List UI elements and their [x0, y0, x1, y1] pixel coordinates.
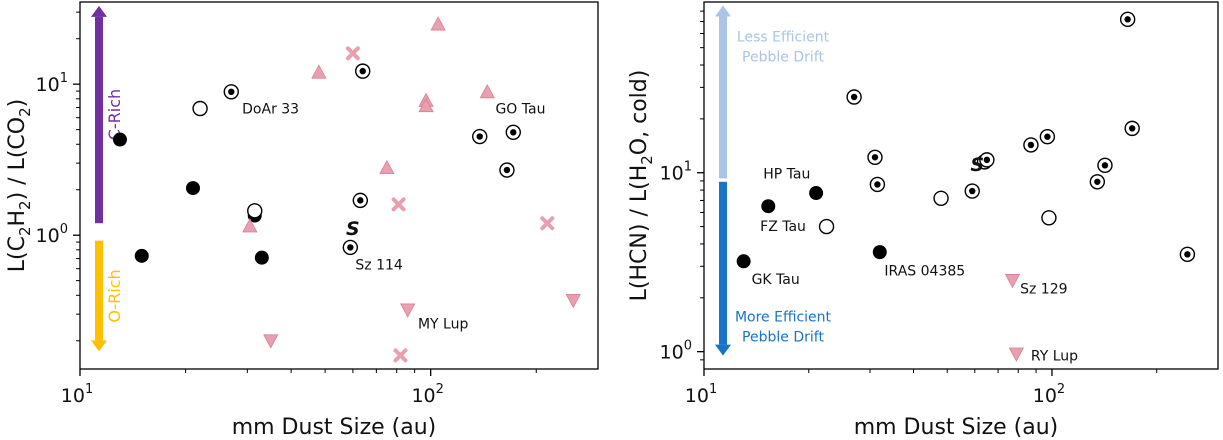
left-panel: 101 102 100 101 mm Dust Size (au) L(C2H2) / L…: [5, 1, 599, 440]
data-point-center-dot: [503, 166, 511, 174]
y-axis-title: L(HCN) / L(H2O, cold): [627, 70, 656, 302]
data-point-filled-circle: [809, 186, 824, 201]
plot-frame: [79, 1, 599, 370]
point-annotation: Sz 129: [1020, 282, 1067, 298]
data-point-triangle-down: [1004, 274, 1021, 289]
arrow-shaft: [95, 16, 103, 224]
data-point-center-dot: [871, 154, 879, 161]
y-tick-label: 101: [660, 160, 692, 185]
data-point-triangle-up: [430, 16, 446, 31]
data-point-triangle-down: [565, 293, 581, 309]
right-panel: 101 102 100 101 mm Dust Size (au) L(HCN) / L(…: [627, 1, 1219, 440]
data-point-x-marker: [540, 216, 555, 231]
point-annotation: MY Lup: [418, 317, 469, 333]
data-point-open-circle: [933, 190, 949, 206]
data-point-x-marker: [345, 46, 360, 61]
data-point-center-dot: [347, 244, 354, 251]
data-point-filled-circle: [761, 199, 776, 214]
data-point-center-dot: [1101, 162, 1109, 169]
data-point-triangle-up: [479, 83, 495, 99]
data-point-open-circle: [818, 218, 835, 235]
point-annotation: HP Tau: [763, 167, 810, 183]
data-point-center-dot: [850, 93, 858, 101]
data-point-filled-circle: [185, 181, 200, 196]
data-point-filled-circle: [872, 245, 887, 260]
data-point-center-dot: [874, 181, 881, 188]
data-point-filled-circle: [736, 254, 751, 269]
point-annotation: DoAr 33: [242, 102, 299, 118]
data-point-center-dot: [510, 129, 517, 136]
x-axis-title: mm Dust Size (au): [232, 415, 437, 440]
point-annotation: IRAS 04385: [884, 263, 965, 279]
point-annotation: GO Tau: [495, 102, 545, 118]
data-point-triangle-down: [263, 334, 279, 349]
point-annotation: GK Tau: [752, 272, 800, 288]
arrow-label: More Efficient: [735, 310, 832, 326]
arrow-shaft: [95, 240, 103, 341]
point-annotation: RY Lup: [1031, 349, 1078, 365]
sun-symbol-marker: S: [346, 218, 360, 240]
data-point-center-dot: [228, 88, 235, 96]
data-point-open-circle: [1041, 210, 1057, 226]
data-point-triangle-down: [1008, 347, 1025, 362]
point-annotation: FZ Tau: [760, 219, 806, 235]
data-point-triangle-up: [311, 64, 327, 79]
data-point-center-dot: [1094, 178, 1101, 185]
y-tick-label: 100: [660, 339, 692, 364]
data-point-triangle-up: [418, 97, 434, 113]
x-tick-label: 101: [685, 382, 717, 407]
data-point-x-marker: [391, 197, 406, 212]
y-tick-label: 101: [36, 71, 68, 96]
data-point-center-dot: [983, 156, 991, 164]
data-point-center-dot: [357, 197, 364, 204]
arrow-label: C-Rich: [105, 89, 124, 140]
data-point-triangle-down: [400, 303, 416, 318]
data-point-filled-circle: [112, 132, 127, 147]
y-tick-label: 100: [36, 222, 68, 247]
data-point-triangle-up: [379, 159, 395, 175]
data-point-center-dot: [969, 187, 976, 195]
data-point-center-dot: [1027, 141, 1035, 149]
data-point-center-dot: [1128, 125, 1136, 132]
data-point-filled-circle: [254, 250, 269, 265]
x-tick-label: 102: [1033, 382, 1065, 407]
arrow-up-head: [715, 5, 731, 17]
point-annotation: Sz 114: [355, 257, 403, 273]
data-point-filled-circle: [134, 248, 149, 263]
data-point-triangle-up: [242, 218, 258, 233]
arrow-label: Pebble Drift: [742, 330, 824, 346]
data-point-center-dot: [1044, 133, 1051, 140]
arrow-label: Pebble Drift: [742, 50, 824, 66]
arrow-up-head: [91, 5, 107, 17]
arrow-label: O-Rich: [105, 269, 124, 322]
sun-symbol-marker: S: [970, 154, 984, 176]
y-axis-title: L(C2H2) / L(CO2): [5, 99, 34, 272]
data-point-center-dot: [1124, 16, 1131, 23]
data-point-center-dot: [476, 133, 483, 140]
arrow-label: Less Efficient: [737, 30, 830, 46]
data-point-x-marker: [393, 348, 408, 363]
x-tick-label: 101: [61, 382, 93, 407]
data-point-open-circle: [247, 203, 263, 219]
x-tick-label: 102: [411, 382, 443, 407]
x-axis-title: mm Dust Size (au): [854, 415, 1059, 440]
data-point-open-circle: [192, 100, 208, 117]
arrow-down-head: [91, 340, 107, 352]
plot-frame: [703, 1, 1219, 370]
data-point-center-dot: [1184, 251, 1191, 258]
data-point-center-dot: [359, 67, 366, 75]
arrow-shaft: [719, 181, 727, 345]
arrow-shaft: [719, 16, 727, 179]
arrow-down-head: [715, 344, 731, 356]
